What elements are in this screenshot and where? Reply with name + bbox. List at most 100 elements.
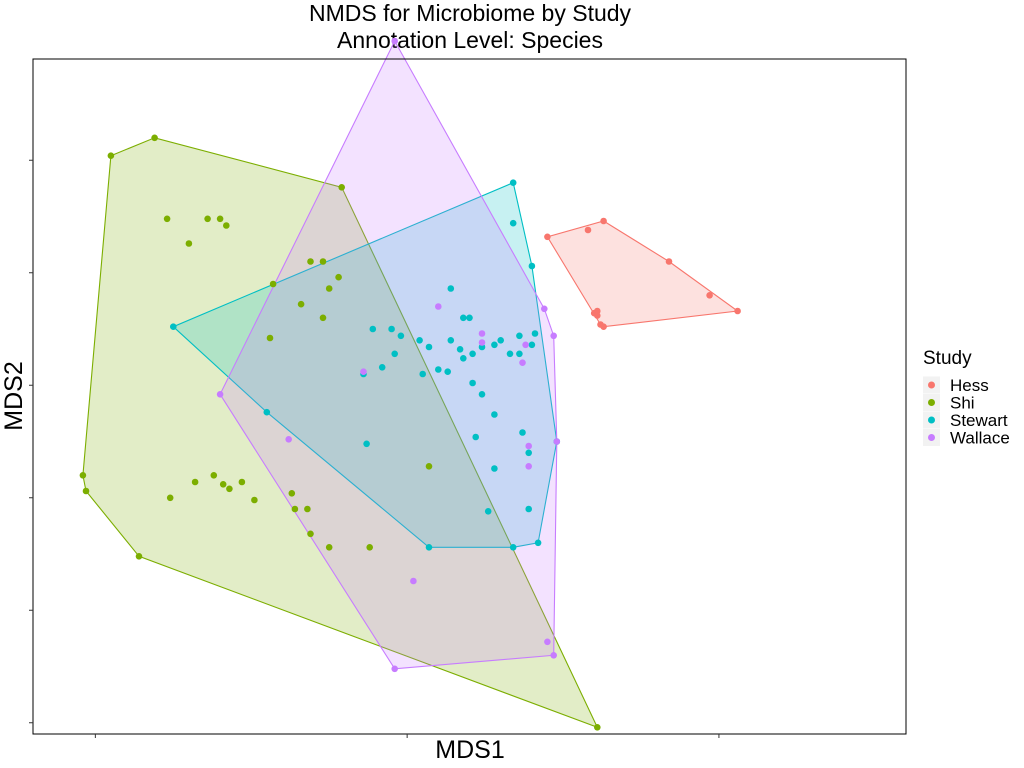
point-wallace bbox=[478, 339, 486, 346]
point-stewart bbox=[378, 364, 386, 371]
point-shi bbox=[82, 487, 90, 495]
point-stewart bbox=[363, 440, 370, 448]
point-stewart bbox=[491, 411, 498, 418]
hull-hess bbox=[546, 220, 740, 328]
plot-panel-border bbox=[32, 58, 907, 735]
legend-label: Shi bbox=[950, 394, 975, 413]
hull-shi bbox=[82, 137, 599, 729]
point-shi bbox=[594, 724, 601, 731]
point-stewart bbox=[435, 366, 442, 373]
point-stewart bbox=[397, 332, 405, 340]
point-stewart bbox=[444, 368, 452, 376]
point-hess bbox=[600, 217, 607, 225]
point-stewart bbox=[369, 325, 377, 333]
point-shi bbox=[166, 494, 174, 502]
point-hess bbox=[734, 307, 741, 315]
point-shi bbox=[185, 240, 193, 247]
point-shi bbox=[304, 505, 311, 513]
legend-title: Study bbox=[923, 348, 972, 369]
point-shi bbox=[223, 222, 230, 229]
legend-marker bbox=[928, 434, 935, 441]
point-stewart bbox=[460, 314, 467, 322]
point-wallace bbox=[391, 665, 399, 673]
point-shi bbox=[204, 215, 211, 223]
point-wallace bbox=[541, 305, 548, 313]
point-hess bbox=[584, 226, 592, 234]
point-stewart bbox=[509, 544, 517, 551]
point-stewart bbox=[469, 350, 476, 358]
point-wallace bbox=[525, 442, 532, 450]
point-wallace bbox=[391, 37, 399, 45]
x-axis-title: MDS1 bbox=[435, 736, 504, 764]
point-stewart bbox=[525, 505, 532, 513]
point-stewart bbox=[525, 449, 532, 457]
point-stewart bbox=[516, 350, 523, 358]
point-stewart bbox=[519, 429, 526, 436]
point-layer bbox=[79, 37, 741, 731]
point-stewart bbox=[509, 179, 517, 186]
point-stewart bbox=[456, 346, 464, 353]
point-stewart bbox=[469, 379, 476, 387]
legend-marker bbox=[928, 416, 935, 424]
axis-ticks bbox=[29, 159, 720, 738]
point-shi bbox=[335, 273, 342, 281]
legend-item-stewart: Stewart bbox=[923, 411, 1008, 430]
point-shi bbox=[266, 334, 274, 342]
point-stewart bbox=[531, 330, 539, 337]
point-shi bbox=[425, 463, 433, 470]
point-shi bbox=[210, 472, 218, 479]
point-shi bbox=[191, 478, 199, 486]
point-stewart bbox=[478, 391, 486, 398]
point-stewart bbox=[425, 343, 433, 351]
point-shi bbox=[216, 215, 224, 223]
legend-marker bbox=[928, 381, 935, 389]
y-axis-title: MDS2 bbox=[0, 361, 28, 430]
point-wallace bbox=[410, 577, 417, 585]
point-stewart bbox=[528, 262, 536, 270]
point-shi bbox=[79, 472, 87, 479]
point-stewart bbox=[419, 370, 427, 378]
point-wallace bbox=[553, 438, 561, 445]
point-shi bbox=[325, 285, 333, 292]
point-stewart bbox=[263, 408, 271, 416]
point-stewart bbox=[472, 433, 480, 441]
point-stewart bbox=[170, 323, 177, 331]
point-stewart bbox=[460, 355, 467, 362]
point-shi bbox=[135, 553, 143, 560]
point-shi bbox=[238, 478, 246, 486]
point-hess bbox=[665, 258, 673, 265]
hull-wallace bbox=[219, 39, 558, 670]
point-hess bbox=[594, 312, 601, 319]
legend-marker bbox=[928, 399, 935, 406]
point-stewart bbox=[447, 337, 455, 344]
point-stewart bbox=[506, 350, 514, 358]
legend-label: Wallace bbox=[950, 429, 1010, 448]
point-wallace bbox=[478, 330, 486, 337]
point-wallace bbox=[522, 341, 529, 349]
point-shi bbox=[288, 490, 296, 497]
point-stewart bbox=[534, 539, 542, 547]
point-wallace bbox=[519, 359, 526, 367]
point-stewart bbox=[491, 465, 498, 472]
point-shi bbox=[319, 314, 327, 322]
point-shi bbox=[269, 280, 277, 288]
point-shi bbox=[291, 505, 299, 513]
point-shi bbox=[307, 530, 314, 538]
point-stewart bbox=[466, 314, 473, 322]
point-wallace bbox=[550, 652, 557, 659]
point-shi bbox=[151, 134, 158, 142]
hull-layer bbox=[82, 39, 740, 729]
point-stewart bbox=[447, 285, 455, 292]
point-hess bbox=[544, 233, 551, 241]
point-stewart bbox=[484, 508, 492, 515]
point-wallace bbox=[216, 391, 224, 398]
point-stewart bbox=[491, 341, 498, 349]
chart-title: NMDS for Microbiome by Study bbox=[309, 0, 632, 26]
point-stewart bbox=[516, 332, 523, 340]
point-hess bbox=[600, 323, 607, 331]
point-shi bbox=[325, 544, 333, 551]
point-shi bbox=[366, 544, 374, 551]
legend-item-shi: Shi bbox=[923, 394, 975, 413]
